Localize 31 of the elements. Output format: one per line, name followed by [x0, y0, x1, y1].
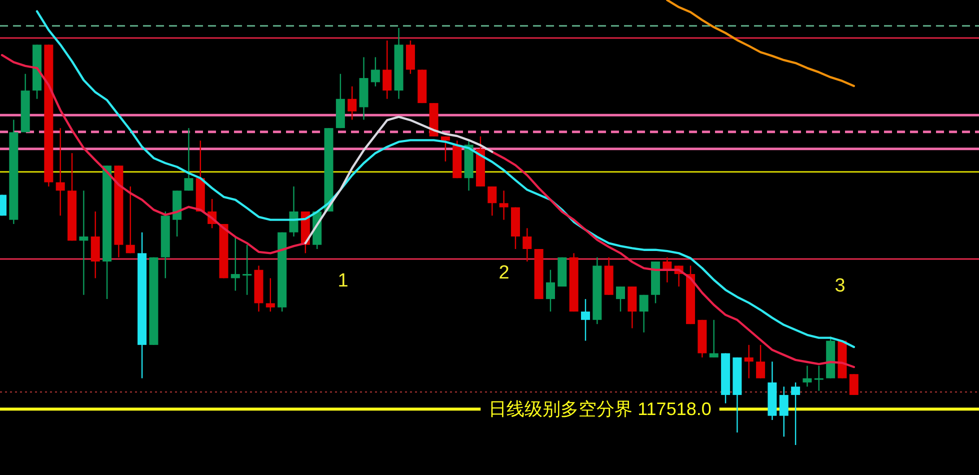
candlestick — [709, 319, 718, 358]
candlestick — [756, 344, 766, 379]
candlestick — [639, 294, 648, 334]
candlestick — [242, 244, 252, 296]
candlestick — [522, 228, 532, 262]
candlestick — [744, 344, 754, 379]
candlestick — [266, 278, 275, 312]
candlestick — [802, 365, 812, 388]
candlestick — [814, 365, 824, 392]
candlestick — [230, 236, 240, 292]
candlestick — [56, 127, 65, 216]
annotation: 1 — [338, 270, 348, 292]
candlestick — [184, 127, 194, 192]
candlestick — [440, 136, 450, 162]
candlestick — [348, 86, 357, 120]
annotation: 3 — [834, 276, 846, 296]
candlestick — [581, 298, 590, 342]
candlestick — [126, 186, 135, 254]
candlestick — [488, 186, 497, 216]
candlestick — [79, 190, 88, 296]
candlestick — [779, 386, 788, 438]
candlestick — [370, 56, 380, 87]
annotation: 2 — [498, 262, 510, 284]
candlestick — [616, 286, 626, 312]
ref-line-label: 日线级别多空分界 117518.0 — [488, 399, 712, 420]
candlestick — [382, 40, 392, 100]
candlestick — [791, 382, 800, 446]
candlestick — [849, 374, 858, 396]
candlestick — [546, 269, 555, 312]
candlestick — [662, 256, 672, 283]
candlestick — [499, 190, 508, 220]
